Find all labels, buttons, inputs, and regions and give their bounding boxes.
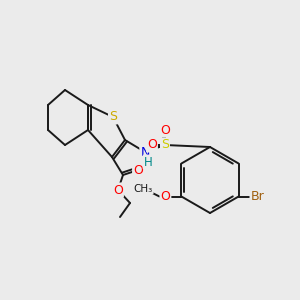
Text: O: O [160, 190, 170, 203]
Text: O: O [113, 184, 123, 196]
Text: N: N [140, 146, 150, 158]
Text: O: O [147, 139, 157, 152]
Text: O: O [160, 124, 170, 136]
Text: S: S [161, 139, 169, 152]
Text: CH₃: CH₃ [134, 184, 153, 194]
Text: O: O [133, 164, 143, 176]
Text: Br: Br [251, 190, 265, 203]
Text: S: S [109, 110, 117, 124]
Text: H: H [144, 155, 152, 169]
